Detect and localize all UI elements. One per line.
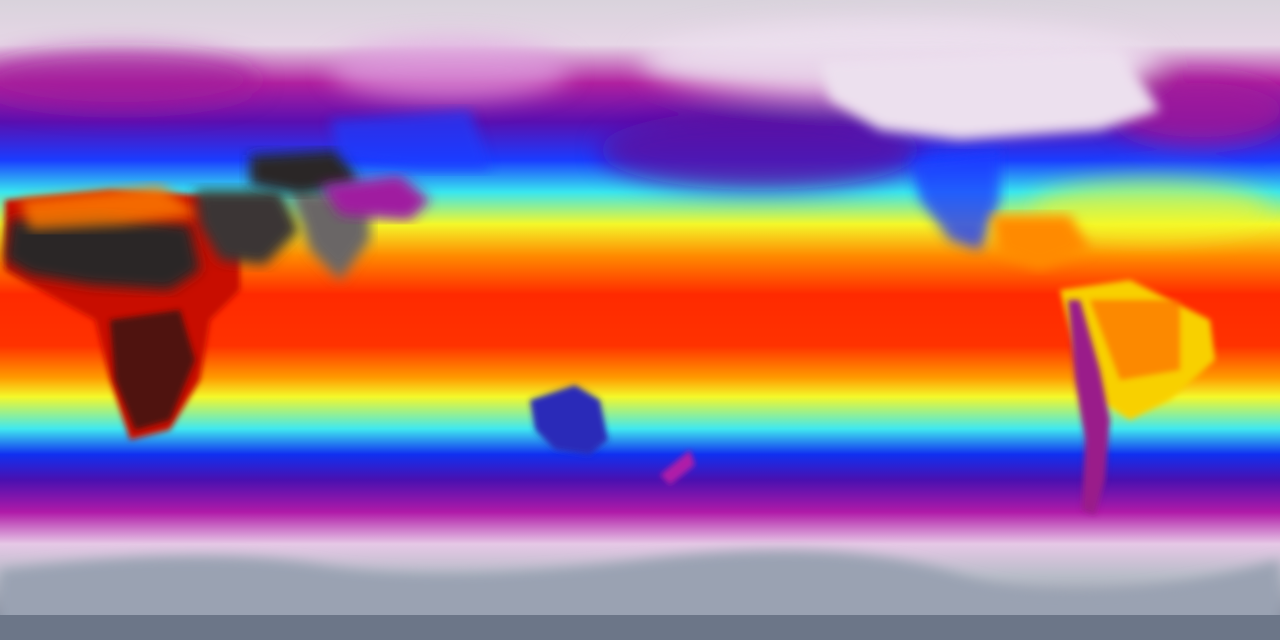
africa-landmass [5,185,240,440]
north-america-landmass [820,50,1160,270]
antarctica [0,550,1280,640]
australia-landmass [530,385,695,485]
tibetan-plateau [320,110,490,220]
south-america-landmass [1060,280,1215,515]
northern-jet-features [0,20,1280,240]
